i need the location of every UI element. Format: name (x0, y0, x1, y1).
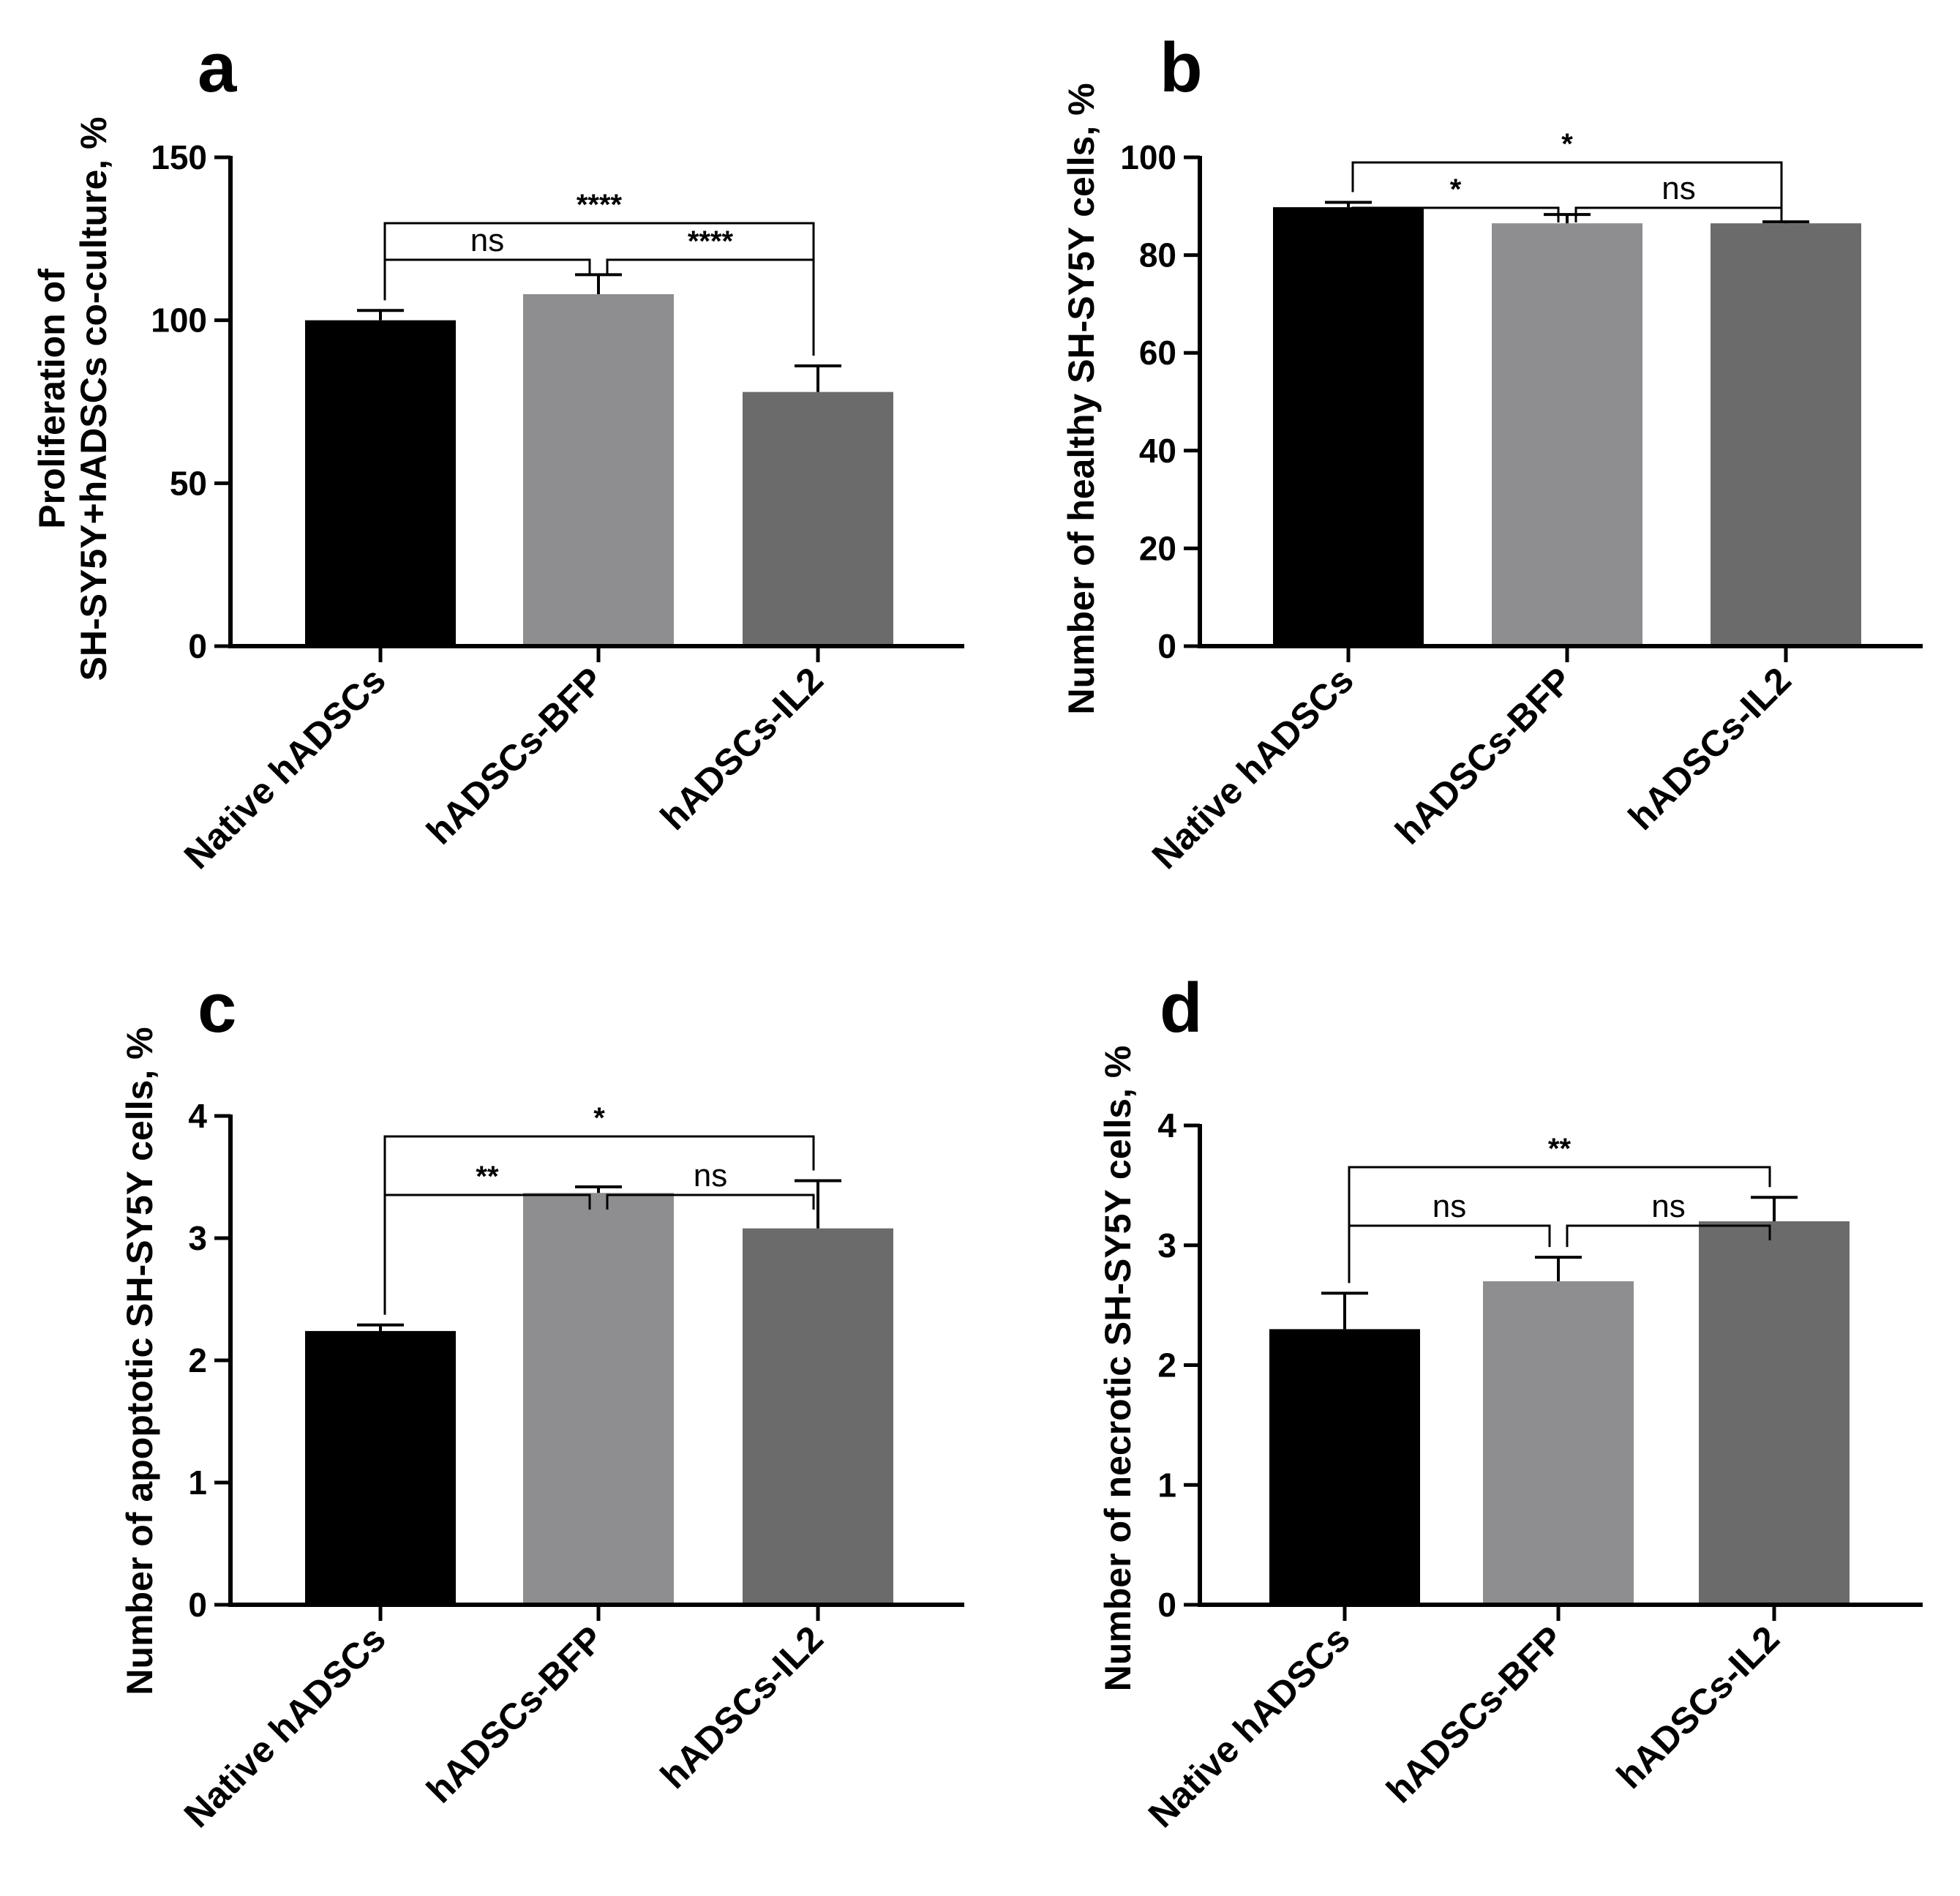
bar-3 (1711, 223, 1861, 646)
significance-bracket (606, 1194, 815, 1210)
significance-bracket (1574, 206, 1783, 222)
y-tick-label: 1 (1157, 1466, 1176, 1504)
panel-label-a: a (198, 29, 237, 107)
significance-label: ns (1433, 1188, 1466, 1224)
bar-2 (1492, 223, 1642, 646)
y-tick-label: 2 (1157, 1346, 1176, 1384)
significance-label: ns (470, 222, 504, 258)
y-tick-label: 100 (151, 301, 207, 340)
x-tick-label: Native hADSCs (176, 659, 394, 877)
y-tick-label: 2 (188, 1341, 207, 1379)
bar-1 (305, 320, 456, 646)
significance-bracket (383, 222, 815, 356)
y-axis-label: Number of apoptotic SH-SY5Y cells, % (119, 1027, 160, 1695)
bar-2 (523, 294, 674, 646)
bar-3 (1699, 1221, 1850, 1605)
x-tick-label: hADSCs-BFP (1378, 1618, 1572, 1811)
significance-label: * (1561, 128, 1573, 160)
significance-label: * (1450, 173, 1462, 206)
panel-label-b: b (1160, 29, 1203, 107)
y-tick-label: 0 (188, 627, 207, 665)
significance-label: ** (1548, 1133, 1572, 1165)
bar-2 (1483, 1281, 1634, 1605)
x-tick-label: hADSCs-IL2 (653, 659, 831, 838)
x-tick-label: hADSCs-BFP (1387, 659, 1580, 853)
y-tick-label: 0 (188, 1586, 207, 1624)
y-tick-label: 3 (1157, 1226, 1176, 1264)
chart-panel-d: d Number of necrotic SH-SY5Y cells, % 0 1 2 3… (1097, 969, 1923, 1835)
y-tick-label: 0 (1157, 627, 1176, 665)
y-tick-label: 40 (1139, 432, 1176, 470)
y-axis-label: Proliferation of (31, 269, 72, 529)
significance-label: ns (1651, 1188, 1685, 1224)
y-tick-label: 150 (151, 138, 207, 176)
x-tick-label: Native hADSCs (1141, 1618, 1358, 1835)
y-axis-label: Number of necrotic SH-SY5Y cells, % (1097, 1046, 1138, 1692)
y-tick-label: 4 (188, 1097, 207, 1135)
x-tick-label: Native hADSCs (1144, 659, 1362, 877)
significance-bracket (1348, 1166, 1771, 1284)
x-tick-label: Native hADSCs (176, 1618, 394, 1835)
significance-label: **** (688, 225, 734, 258)
significance-label: ns (694, 1158, 727, 1194)
y-tick-label: 0 (1157, 1586, 1176, 1624)
x-tick-label: hADSCs-IL2 (653, 1618, 831, 1796)
significance-bracket (383, 1135, 815, 1315)
significance-bracket (1351, 206, 1560, 222)
significance-bracket (383, 258, 591, 301)
significance-bracket (1566, 1224, 1771, 1248)
y-axis-label: Number of healthy SH-SY5Y cells, % (1061, 83, 1102, 714)
bar-1 (1273, 207, 1424, 646)
chart-panel-a: a Proliferation of SH-SY5Y+hADSCs co-cultu… (31, 29, 964, 877)
bar-3 (743, 1228, 893, 1605)
chart-panel-c: c Number of apoptotic SH-SY5Y cells, % 0 1 2… (119, 969, 964, 1835)
significance-bracket (1351, 161, 1783, 212)
chart-panel-b: b Number of healthy SH-SY5Y cells, % 0 20 40… (1061, 29, 1923, 877)
y-tick-label: 1 (188, 1464, 207, 1502)
significance-bracket (1348, 1224, 1551, 1284)
significance-label: **** (577, 189, 623, 221)
y-tick-label: 50 (170, 464, 207, 502)
y-tick-label: 100 (1120, 138, 1176, 176)
y-axis-label: SH-SY5Y+hADSCs co-culture, % (73, 116, 114, 681)
significance-label: ** (476, 1161, 499, 1193)
panel-label-d: d (1160, 969, 1203, 1047)
x-tick-label: hADSCs-BFP (418, 659, 612, 853)
bar-2 (523, 1193, 674, 1605)
y-tick-label: 20 (1139, 529, 1176, 567)
y-tick-label: 4 (1157, 1106, 1176, 1144)
y-tick-label: 3 (188, 1219, 207, 1257)
y-tick-label: 80 (1139, 236, 1176, 274)
x-tick-label: hADSCs-BFP (418, 1618, 612, 1811)
bar-1 (1269, 1329, 1420, 1605)
panel-label-c: c (198, 969, 236, 1047)
x-tick-label: hADSCs-IL2 (1609, 1618, 1787, 1796)
significance-label: ns (1662, 171, 1695, 206)
bar-3 (743, 391, 893, 646)
y-tick-label: 60 (1139, 334, 1176, 372)
x-tick-label: hADSCs-IL2 (1621, 659, 1799, 838)
significance-label: * (593, 1102, 605, 1134)
bar-1 (305, 1330, 456, 1605)
